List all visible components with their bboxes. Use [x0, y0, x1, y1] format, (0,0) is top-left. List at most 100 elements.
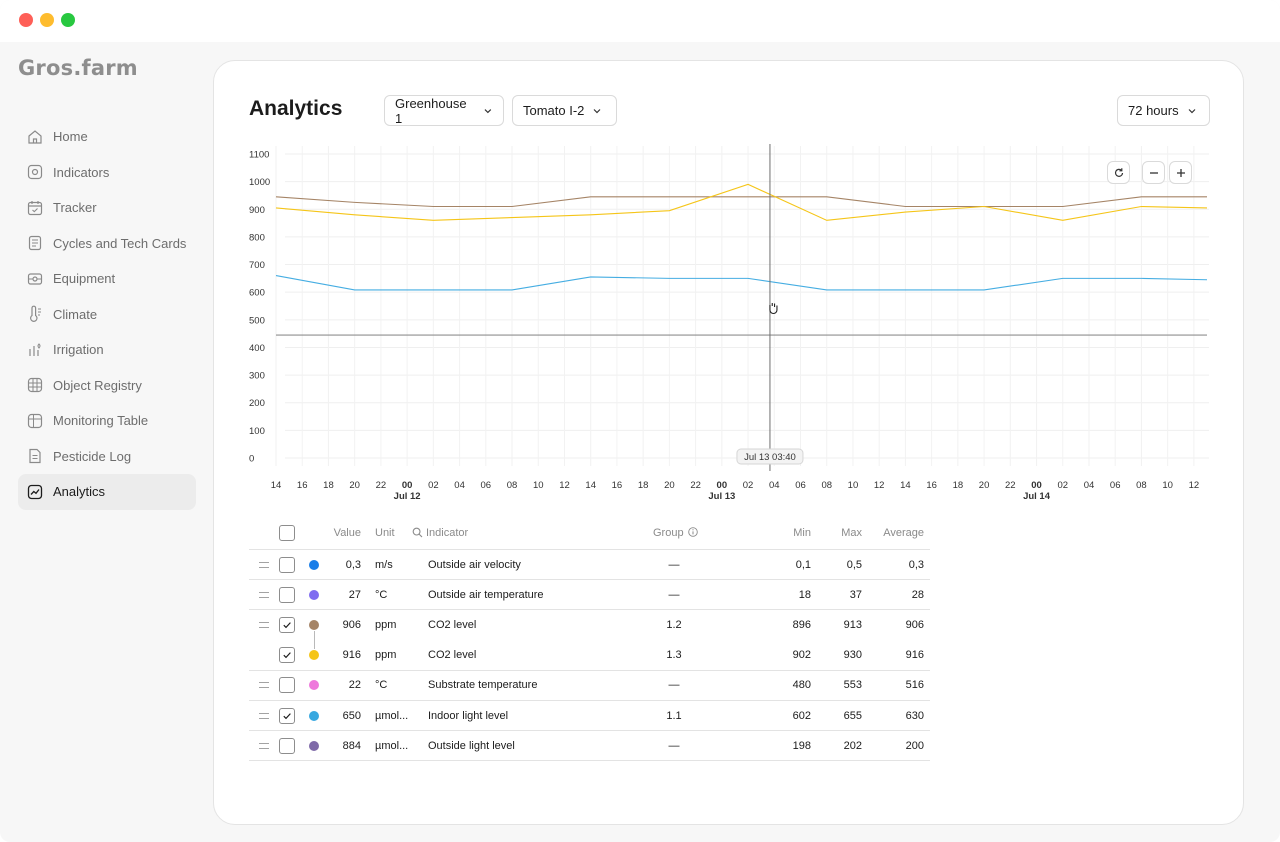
crop-select[interactable]: Tomato I-2	[512, 95, 617, 126]
y-tick-label: 500	[249, 315, 265, 326]
sidebar-item-object-registry[interactable]: Object Registry	[18, 368, 196, 404]
cell-min: 602	[792, 709, 811, 722]
row-checkbox[interactable]	[279, 556, 295, 573]
irrigation-icon	[26, 341, 44, 359]
series-color-swatch	[309, 620, 319, 631]
column-unit[interactable]: Unit	[375, 526, 395, 539]
cell-value: 27	[348, 588, 361, 601]
drag-handle-icon[interactable]	[259, 561, 269, 568]
cell-indicator: Outside air temperature	[428, 588, 544, 601]
cell-value: 0,3	[345, 558, 361, 571]
y-tick-label: 800	[249, 232, 265, 243]
x-tick-label: 14	[585, 480, 596, 491]
row-checkbox[interactable]	[279, 737, 295, 754]
sidebar-item-climate[interactable]: Climate	[18, 297, 196, 333]
drag-handle-icon[interactable]	[259, 682, 269, 689]
cell-average: 28	[911, 588, 924, 601]
cell-max: 553	[843, 679, 862, 692]
table-icon	[26, 412, 44, 430]
close-window-button[interactable]	[19, 13, 33, 27]
row-checkbox[interactable]	[279, 707, 295, 724]
y-tick-label: 1100	[249, 150, 269, 161]
sidebar-item-monitoring-table[interactable]: Monitoring Table	[18, 403, 196, 439]
column-indicator-label: Indicator	[426, 526, 469, 539]
x-tick-label: 22	[376, 480, 387, 491]
cell-min: 480	[792, 679, 811, 692]
cell-average: 516	[905, 679, 924, 692]
cell-unit: ppm	[375, 619, 397, 632]
sidebar-item-equipment[interactable]: Equipment	[18, 261, 196, 297]
sidebar-item-indicators[interactable]: Indicators	[18, 155, 196, 191]
x-tick-label: 02	[1057, 480, 1068, 491]
x-tick-label: 16	[926, 480, 937, 491]
y-tick-label: 600	[249, 288, 265, 299]
x-tick-label: 20	[979, 480, 990, 491]
sidebar-item-pesticide-log[interactable]: Pesticide Log	[18, 439, 196, 475]
column-group[interactable]: Group	[653, 527, 698, 539]
drag-handle-icon[interactable]	[259, 742, 269, 749]
series-color-swatch	[309, 740, 319, 751]
time-range-select[interactable]: 72 hours	[1117, 95, 1210, 126]
cell-group: —	[668, 588, 680, 601]
cell-unit: °C	[375, 588, 388, 601]
greenhouse-select[interactable]: Greenhouse 1	[384, 95, 504, 126]
chevron-down-icon	[593, 108, 601, 113]
x-tick-label: 22	[1005, 480, 1016, 491]
column-indicator[interactable]: Indicator	[412, 527, 468, 539]
sidebar-item-cycles-and-tech-cards[interactable]: Cycles and Tech Cards	[18, 226, 196, 262]
series-line	[275, 275, 1208, 291]
x-tick-label: 10	[1162, 480, 1173, 491]
minimize-window-button[interactable]	[40, 13, 54, 27]
x-tick-label: 08	[1136, 480, 1147, 491]
column-min[interactable]: Min	[793, 526, 811, 539]
cell-min: 902	[792, 649, 811, 662]
row-checkbox[interactable]	[279, 647, 295, 664]
row-checkbox[interactable]	[279, 617, 295, 634]
column-average[interactable]: Average	[883, 526, 924, 539]
cell-group: 1.1	[666, 709, 682, 722]
cell-indicator: Outside light level	[428, 739, 515, 752]
table-row: 27 °C Outside air temperature — 18 37 28	[249, 580, 930, 611]
sidebar-item-home[interactable]: Home	[18, 119, 196, 155]
cell-value: 22	[348, 679, 361, 692]
x-tick-label: 00	[717, 480, 728, 491]
cell-indicator: Outside air velocity	[428, 558, 521, 571]
series-color-swatch	[309, 650, 319, 661]
drag-handle-icon[interactable]	[259, 591, 269, 598]
sidebar-item-irrigation[interactable]: Irrigation	[18, 332, 196, 368]
cell-average: 630	[905, 709, 924, 722]
drag-handle-icon[interactable]	[259, 712, 269, 719]
drag-handle-icon[interactable]	[259, 622, 269, 629]
x-tick-label: 02	[743, 480, 754, 491]
x-tick-label: 04	[454, 480, 465, 491]
row-checkbox[interactable]	[279, 677, 295, 694]
group-link-line	[313, 631, 315, 650]
select-all-checkbox[interactable]	[279, 524, 295, 541]
table-row: 916 ppm CO2 level 1.3 902 930 916	[249, 641, 930, 671]
column-value[interactable]: Value	[333, 526, 361, 539]
y-tick-label: 100	[249, 426, 265, 437]
x-tick-label: 14	[900, 480, 911, 491]
x-tick-label: 20	[349, 480, 360, 491]
home-icon	[26, 128, 44, 146]
greenhouse-select-value: Greenhouse 1	[395, 95, 467, 126]
series-color-swatch	[309, 589, 319, 600]
zoom-out-button[interactable]	[1142, 161, 1165, 184]
y-tick-label: 1000	[249, 177, 270, 188]
y-tick-label: 200	[249, 398, 265, 409]
reset-zoom-button[interactable]	[1107, 161, 1130, 184]
maximize-window-button[interactable]	[61, 13, 75, 27]
column-max[interactable]: Max	[841, 526, 862, 539]
row-checkbox[interactable]	[279, 586, 295, 603]
zoom-in-button[interactable]	[1169, 161, 1192, 184]
sidebar-item-analytics[interactable]: Analytics	[18, 474, 196, 510]
x-tick-label: 00	[1031, 480, 1042, 491]
x-tick-label: 18	[323, 480, 334, 491]
sidebar-item-label: Equipment	[53, 271, 116, 287]
cell-max: 930	[843, 649, 862, 662]
sidebar-item-tracker[interactable]: Tracker	[18, 190, 196, 226]
series-color-swatch	[309, 680, 319, 691]
checkmark-icon	[283, 622, 291, 629]
